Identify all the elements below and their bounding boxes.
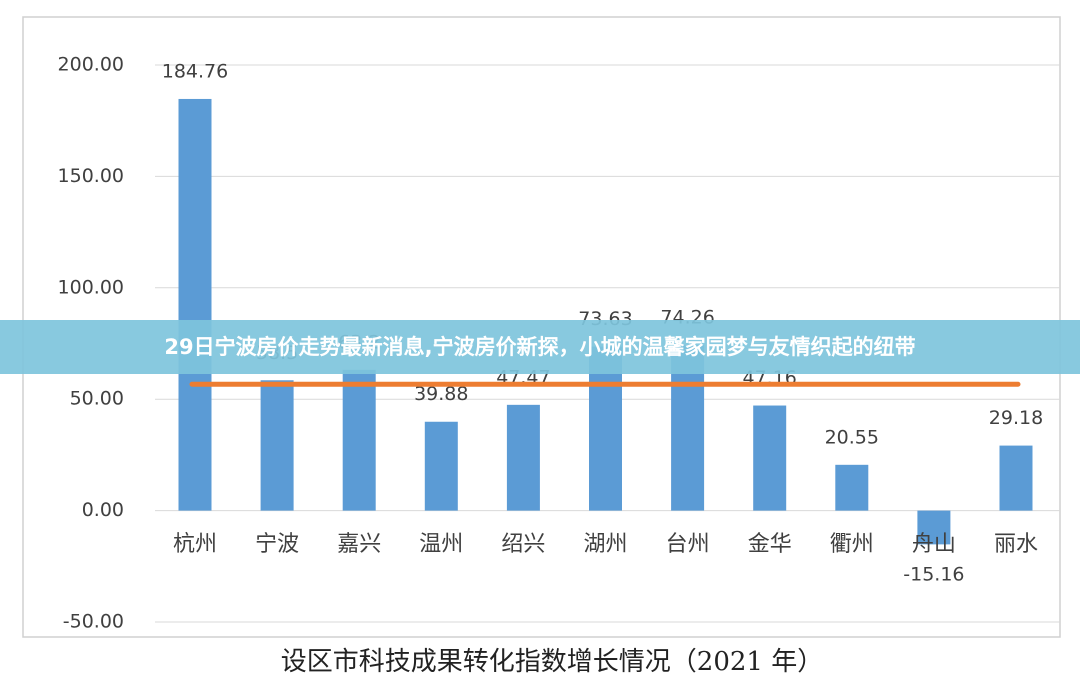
x-tick-label: 丽水	[994, 532, 1038, 557]
bar	[999, 445, 1033, 511]
value-label: 20.55	[825, 426, 879, 448]
x-tick-label: 杭州	[173, 532, 217, 557]
bar	[835, 464, 869, 511]
x-tick-label: 嘉兴	[337, 532, 381, 557]
value-label: 184.76	[162, 60, 228, 82]
y-tick-label: 100.00	[58, 276, 124, 298]
bar	[917, 510, 951, 545]
x-tick-label: 湖州	[583, 532, 627, 557]
y-tick-label: 200.00	[58, 54, 124, 76]
banner-bg	[0, 320, 1080, 374]
y-tick-label: 50.00	[70, 388, 124, 410]
x-tick-label: 舟山	[912, 532, 956, 557]
x-tick-label: 温州	[419, 532, 463, 557]
y-tick-label: -50.00	[63, 611, 124, 633]
banner-text: 29日宁波房价走势最新消息,宁波房价新探，小城的温馨家园梦与友情织起的纽带	[164, 335, 915, 359]
x-tick-label: 金华	[748, 532, 792, 557]
value-label: -15.16	[903, 564, 964, 586]
banner: 29日宁波房价走势最新消息,宁波房价新探，小城的温馨家园梦与友情织起的纽带	[0, 320, 1080, 374]
x-tick-label: 宁波	[255, 532, 299, 557]
x-tick-label: 台州	[666, 532, 710, 557]
x-tick-label: 绍兴	[501, 532, 545, 557]
chart-title: 设区市科技成果转化指数增长情况（2021 年）	[281, 647, 823, 677]
y-tick-label: 0.00	[82, 499, 124, 521]
x-tick-label: 衢州	[830, 532, 874, 557]
bar	[260, 380, 294, 511]
y-tick-label: 150.00	[58, 165, 124, 187]
bar	[506, 404, 540, 511]
value-label: 39.88	[414, 383, 468, 405]
bar	[342, 369, 376, 511]
value-label: 29.18	[989, 407, 1043, 429]
bar	[424, 421, 458, 511]
bar	[753, 405, 787, 511]
bar	[178, 98, 212, 511]
